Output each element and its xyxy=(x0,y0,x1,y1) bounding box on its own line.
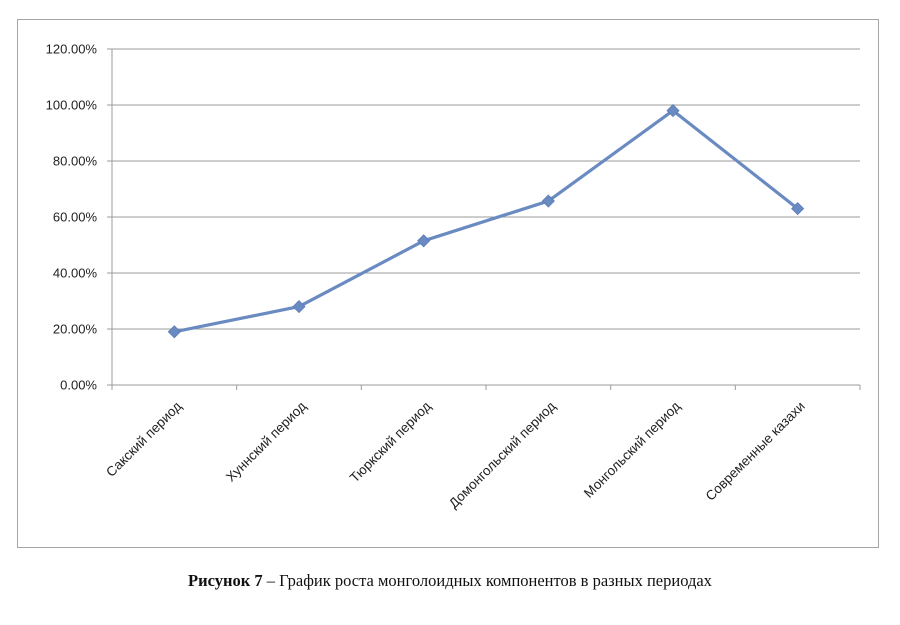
y-tick-label: 120.00% xyxy=(46,42,98,57)
y-tick-label: 60.00% xyxy=(53,210,98,225)
data-point xyxy=(417,234,431,248)
caption-label: Рисунок 7 xyxy=(188,571,263,590)
x-category-label: Сакский период xyxy=(103,398,184,479)
y-tick-label: 80.00% xyxy=(53,154,98,169)
y-tick-label: 40.00% xyxy=(53,266,98,281)
y-tick-label: 20.00% xyxy=(53,322,98,337)
caption-text: – График роста монголоидных компонентов … xyxy=(262,571,712,590)
data-point xyxy=(666,104,680,118)
data-point xyxy=(167,325,181,339)
data-markers xyxy=(167,104,805,339)
x-category-label: Домонгольский период xyxy=(446,398,559,511)
gridlines xyxy=(112,48,860,386)
y-tick-label: 0.00% xyxy=(60,378,97,393)
series-line-group xyxy=(174,108,799,334)
series-line xyxy=(174,108,799,334)
x-axis-labels: Сакский период Хуннский период Тюркский пе… xyxy=(103,398,808,511)
data-point xyxy=(541,194,555,208)
x-category-label: Хуннский период xyxy=(223,398,309,484)
x-category-label: Монгольский период xyxy=(581,398,683,500)
data-point xyxy=(292,300,306,314)
y-axis: 0.00% 20.00% 40.00% 60.00% 80.00% 100.00% 120.… xyxy=(46,42,861,393)
chart-area xyxy=(17,19,879,548)
data-point xyxy=(791,202,805,216)
figure-caption: Рисунок 7 – График роста монголоидных ко… xyxy=(0,571,900,591)
y-tick-label: 100.00% xyxy=(46,98,98,113)
x-category-label: Тюркский период xyxy=(347,398,434,485)
x-category-label: Современные казахи xyxy=(703,399,808,504)
